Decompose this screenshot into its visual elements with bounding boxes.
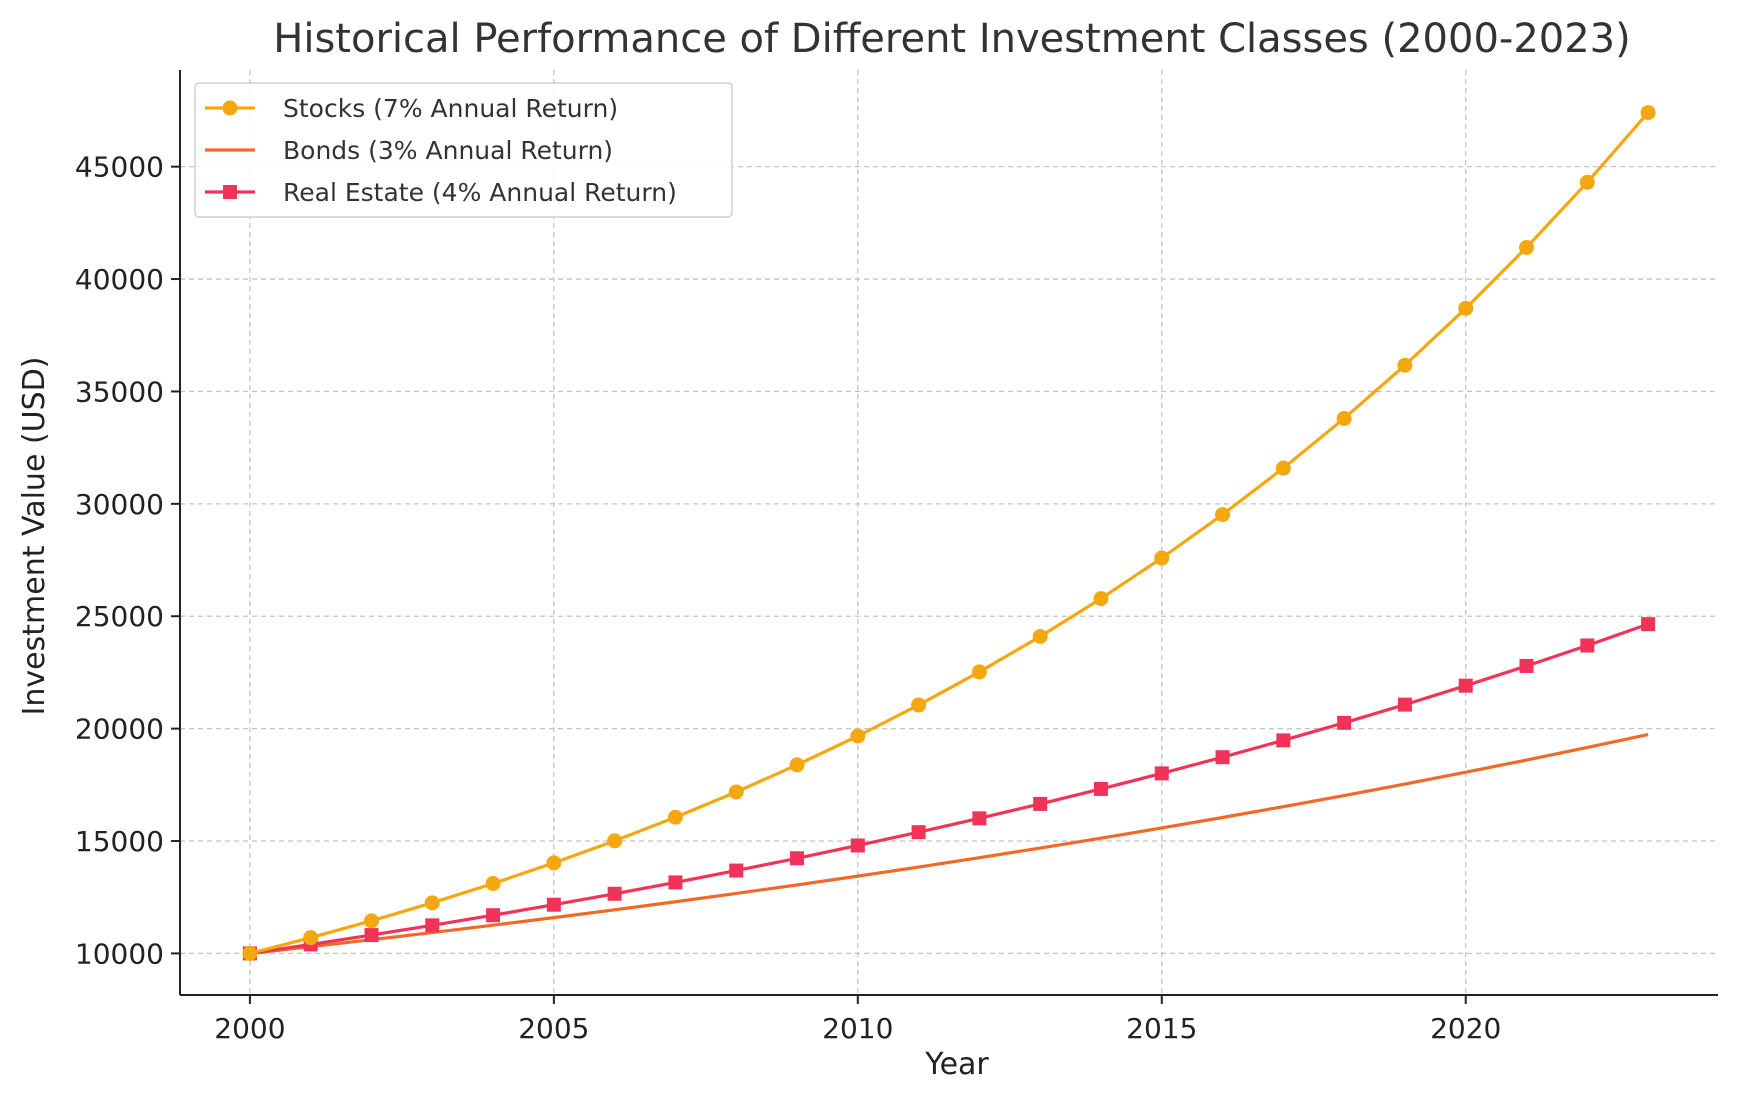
real-point [1397, 697, 1412, 712]
chart-title: Historical Performance of Different Inve… [273, 16, 1630, 62]
y-tick-label: 15000 [75, 825, 164, 858]
real-point [486, 908, 501, 923]
stocks-point [1032, 629, 1048, 645]
stocks-point [424, 895, 440, 911]
stocks-point [607, 833, 623, 849]
x-tick-label: 2000 [214, 1012, 285, 1045]
series-layer [242, 105, 1656, 961]
legend-label: Real Estate (4% Annual Return) [283, 178, 677, 207]
real-point [911, 825, 926, 840]
real-point [1458, 678, 1473, 693]
stocks-point [363, 913, 379, 929]
series-stocks [242, 105, 1656, 961]
legend-label: Stocks (7% Annual Return) [283, 94, 618, 123]
stocks-line [249, 111, 1650, 955]
stocks-point [667, 809, 683, 825]
real-line [249, 622, 1649, 955]
legend-marker [223, 185, 237, 199]
stocks-point [1154, 550, 1170, 566]
stocks-point [1093, 591, 1109, 607]
real-point [972, 811, 987, 826]
real-point [729, 863, 744, 878]
ticks: 2000 2005 2010 2015 2020 10000 15000 20000 25000… [75, 151, 1501, 1045]
legend-marker [222, 100, 238, 116]
real-point [1337, 715, 1352, 730]
real-point [1154, 766, 1169, 781]
real-point [1580, 638, 1595, 653]
real-point [607, 886, 622, 901]
real-point [668, 875, 683, 890]
bonds-line [249, 732, 1649, 956]
y-tick-label: 45000 [75, 151, 164, 184]
stocks-point [1336, 410, 1352, 426]
y-tick-label: 20000 [75, 713, 164, 746]
stocks-point [971, 664, 987, 680]
x-axis-title: Year [924, 1047, 989, 1082]
legend: Stocks (7% Annual Return) Bonds (3% Annua… [194, 82, 733, 218]
stocks-point [1275, 460, 1291, 476]
stocks-point [1215, 507, 1231, 523]
stocks-point [1579, 174, 1595, 190]
real-point [1215, 750, 1230, 765]
grid [180, 70, 1718, 995]
y-tick-label: 40000 [75, 263, 164, 296]
real-point [1641, 617, 1656, 632]
stocks-point [789, 757, 805, 773]
real-point [1519, 658, 1534, 673]
stocks-point [728, 784, 744, 800]
real-point [1093, 781, 1108, 796]
real-point [546, 897, 561, 912]
real-point [1276, 733, 1291, 748]
stocks-point [1397, 357, 1413, 373]
real-point [425, 918, 440, 933]
stocks-point [1519, 239, 1535, 255]
real-point [850, 838, 865, 853]
real-point [790, 851, 805, 866]
legend-label: Bonds (3% Annual Return) [283, 136, 613, 165]
real-point [1033, 796, 1048, 811]
y-tick-label: 25000 [75, 600, 164, 633]
series-real [242, 617, 1656, 961]
legend-item-stocks: Stocks (7% Annual Return) [205, 94, 618, 123]
stocks-point [850, 728, 866, 744]
real-point [364, 928, 379, 943]
x-tick-label: 2015 [1126, 1012, 1197, 1045]
y-tick-label: 30000 [75, 488, 164, 521]
x-tick-label: 2010 [822, 1012, 893, 1045]
stocks-point [303, 930, 319, 946]
y-tick-label: 35000 [75, 375, 164, 408]
x-tick-label: 2005 [518, 1012, 589, 1045]
stocks-point [546, 855, 562, 871]
legend-item-real: Real Estate (4% Annual Return) [205, 178, 677, 207]
stocks-point [242, 945, 258, 961]
legend-box [194, 82, 733, 218]
y-axis-title: Investment Value (USD) [17, 357, 52, 716]
stocks-point [1640, 105, 1656, 121]
series-bonds [249, 732, 1649, 956]
y-tick-label: 10000 [75, 937, 164, 970]
stocks-point [485, 876, 501, 892]
x-tick-label: 2020 [1430, 1012, 1501, 1045]
stocks-point [911, 697, 927, 713]
stocks-point [1458, 300, 1474, 316]
legend-item-bonds: Bonds (3% Annual Return) [205, 136, 613, 165]
